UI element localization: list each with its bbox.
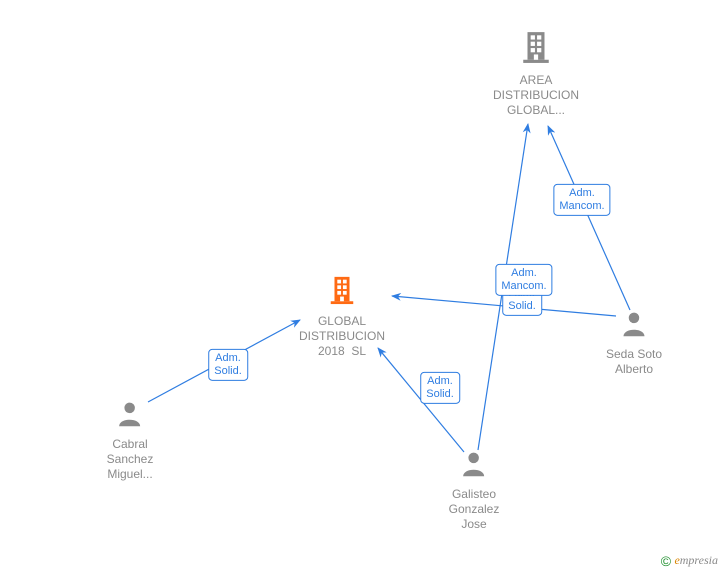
node-seda[interactable]: Seda Soto Alberto [606,310,662,377]
person-icon [620,310,648,343]
node-label: Cabral Sanchez Miguel... [107,437,154,482]
node-label: Galisteo Gonzalez Jose [449,487,500,532]
node-label: AREA DISTRIBUCION GLOBAL... [493,73,579,118]
building-icon [327,275,357,310]
building-icon [519,30,553,69]
brand-rest: mpresia [680,553,718,567]
edge-label-galisteo-area: Adm. Mancom. [495,264,552,296]
node-global[interactable]: GLOBAL DISTRIBUCION 2018 SL [299,275,385,359]
footer-brand: © empresia [661,553,718,569]
node-cabral[interactable]: Cabral Sanchez Miguel... [107,400,154,482]
person-icon [116,400,144,433]
node-galisteo[interactable]: Galisteo Gonzalez Jose [449,450,500,532]
edge-seda-area [548,126,630,310]
copyright-symbol: © [661,553,671,569]
edge-label-seda-area: Adm. Mancom. [553,184,610,216]
edge-label-cabral-global: Adm. Solid. [208,349,248,381]
person-icon [460,450,488,483]
diagram-canvas: AREA DISTRIBUCION GLOBAL... GLOBAL DISTR… [0,0,728,575]
node-area[interactable]: AREA DISTRIBUCION GLOBAL... [493,30,579,118]
edge-label-galisteo-global: Adm. Solid. [420,372,460,404]
node-label: GLOBAL DISTRIBUCION 2018 SL [299,314,385,359]
node-label: Seda Soto Alberto [606,347,662,377]
